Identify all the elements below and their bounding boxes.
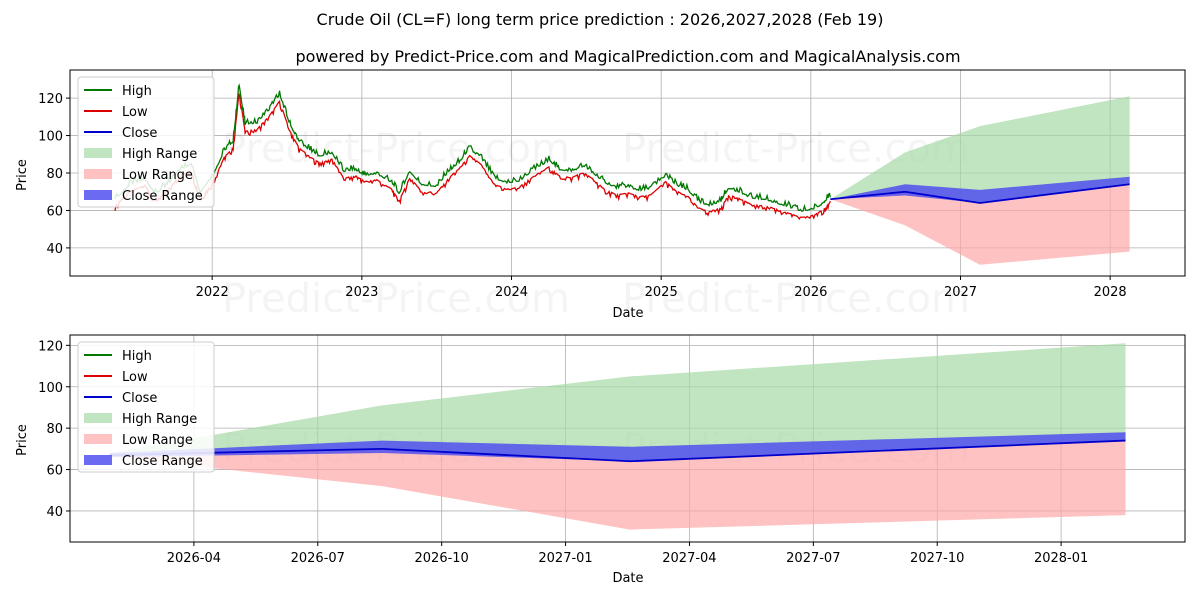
legend-label: High xyxy=(122,349,152,364)
low-range-area xyxy=(109,440,1126,530)
high-history-line xyxy=(114,83,831,212)
legend-swatch xyxy=(84,148,112,158)
bottom-axes-frame xyxy=(69,334,1186,543)
x-tick-label: 2023 xyxy=(345,285,378,300)
y-tick-label: 60 xyxy=(46,464,63,479)
bottom-ylabel: Price xyxy=(15,424,30,456)
y-tick-label: 40 xyxy=(46,242,63,257)
legend-label: Close Range xyxy=(122,454,203,469)
top-legend: High Low Close High Range Low Range Close Ran… xyxy=(77,76,215,208)
watermark-text: Predict-Price.com xyxy=(622,276,970,322)
y-tick-label: 120 xyxy=(38,339,63,354)
legend-swatch xyxy=(84,169,112,179)
chart-subtitle: powered by Predict-Price.com and Magical… xyxy=(295,47,960,66)
x-tick-label: 2026-07 xyxy=(291,551,345,566)
x-tick-label: 2025 xyxy=(645,285,678,300)
x-tick-label: 2026-10 xyxy=(415,551,469,566)
legend-label: Low xyxy=(122,105,148,120)
y-tick-label: 40 xyxy=(46,505,63,520)
legend-label: High Range xyxy=(122,412,197,427)
legend-label: Close Range xyxy=(122,189,203,204)
bottom-ticks: 2026-04 2026-07 2026-10 2027-01 2027-04 2027-… xyxy=(38,339,1088,566)
legend-label: Low Range xyxy=(122,433,193,448)
x-tick-label: 2027 xyxy=(944,285,977,300)
bottom-legend: High Low Close High Range Low Range Close Ran… xyxy=(77,341,215,473)
x-tick-label: 2026 xyxy=(794,285,827,300)
y-tick-label: 120 xyxy=(38,92,63,107)
close-range-area xyxy=(830,176,1130,203)
legend-label: Close xyxy=(122,391,157,406)
legend-label: High xyxy=(122,84,152,99)
y-tick-label: 100 xyxy=(38,381,63,396)
chart-title: Crude Oil (CL=F) long term price predict… xyxy=(317,10,884,29)
y-tick-label: 100 xyxy=(38,130,63,145)
legend-swatch xyxy=(84,190,112,200)
top-ylabel: Price xyxy=(15,159,30,191)
legend-swatch xyxy=(84,455,112,465)
watermark-text: Predict-Price.com xyxy=(222,126,570,172)
top-ticks: 2022 2023 2024 2025 2026 2027 2028 40 60 80 100 120 xyxy=(38,92,1127,300)
bottom-plot-area xyxy=(109,343,1126,530)
high-range-area xyxy=(109,343,1126,462)
x-tick-label: 2027-04 xyxy=(662,551,716,566)
bottom-xlabel: Date xyxy=(612,571,643,586)
y-tick-label: 80 xyxy=(46,422,63,437)
x-tick-label: 2027-07 xyxy=(786,551,840,566)
x-tick-label: 2022 xyxy=(196,285,229,300)
y-tick-label: 80 xyxy=(46,167,63,182)
top-xlabel: Date xyxy=(612,306,643,321)
x-tick-label: 2024 xyxy=(495,285,528,300)
legend-label: High Range xyxy=(122,147,197,162)
close-range-area xyxy=(109,432,1126,462)
legend-swatch xyxy=(84,413,112,423)
close-forecast-line xyxy=(830,183,1130,204)
x-tick-label: 2027-01 xyxy=(538,551,592,566)
y-tick-label: 60 xyxy=(46,204,63,219)
x-tick-label: 2027-10 xyxy=(910,551,964,566)
high-range-area xyxy=(830,96,1130,203)
top-watermarks: Predict-Price.com Predict-Price.com Pred… xyxy=(222,126,970,322)
watermark-text: Predict-Price.com xyxy=(222,276,570,322)
close-forecast-line xyxy=(109,439,1126,463)
low-range-area xyxy=(830,184,1130,265)
top-plot-area xyxy=(114,83,1130,265)
x-tick-label: 2026-04 xyxy=(167,551,221,566)
legend-label: Close xyxy=(122,126,157,141)
legend-label: Low xyxy=(122,370,148,385)
legend-swatch xyxy=(84,434,112,444)
bottom-chart: Predict-Price.com Predict-Price.com 2026… xyxy=(15,334,1186,586)
top-chart: Predict-Price.com Predict-Price.com Pred… xyxy=(15,69,1186,322)
x-tick-label: 2028 xyxy=(1094,285,1127,300)
legend-label: Low Range xyxy=(122,168,193,183)
x-tick-label: 2028-01 xyxy=(1034,551,1088,566)
